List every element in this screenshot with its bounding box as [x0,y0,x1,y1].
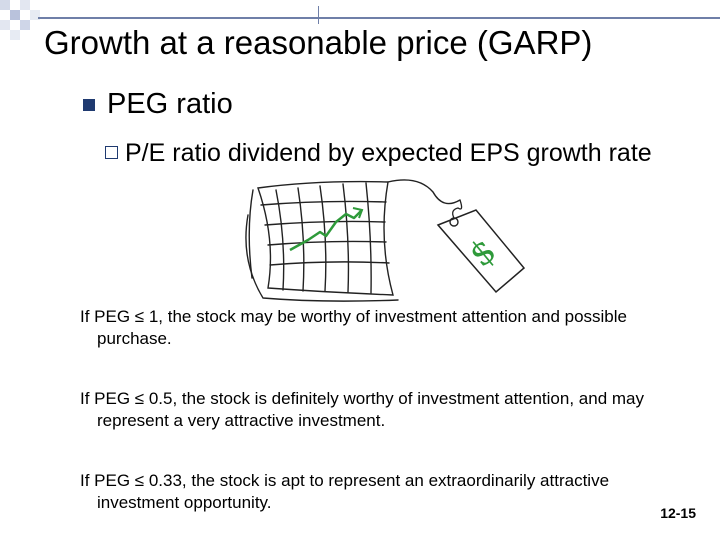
bullet-pe-definition: P/E ratio dividend by expected EPS growt… [105,137,685,170]
bullet-peg-ratio-text: PEG ratio [107,88,233,120]
corner-decoration [0,0,60,50]
peg-rule-3: If PEG ≤ 0.33, the stock is apt to repre… [80,471,610,512]
bullet-pe-definition-text: P/E ratio dividend by expected EPS growt… [125,139,652,167]
peg-rules-list: If PEG ≤ 1, the stock may be worthy of i… [80,306,670,552]
hollow-square-bullet-icon [105,146,118,159]
stock-chart-with-price-tag-icon: $ [245,179,526,302]
slide-title: Growth at a reasonable price (GARP) [44,24,593,61]
square-bullet-icon [83,98,95,111]
peg-rule-2: If PEG ≤ 0.5, the stock is definitely wo… [80,389,644,430]
peg-rule-1: If PEG ≤ 1, the stock may be worthy of i… [80,307,627,348]
bullet-peg-ratio: PEG ratio [83,88,233,121]
title-tick [318,6,319,24]
price-tag-icon: $ [436,199,526,294]
title-rule [38,17,720,19]
slide-number: 12-15 [660,505,696,521]
